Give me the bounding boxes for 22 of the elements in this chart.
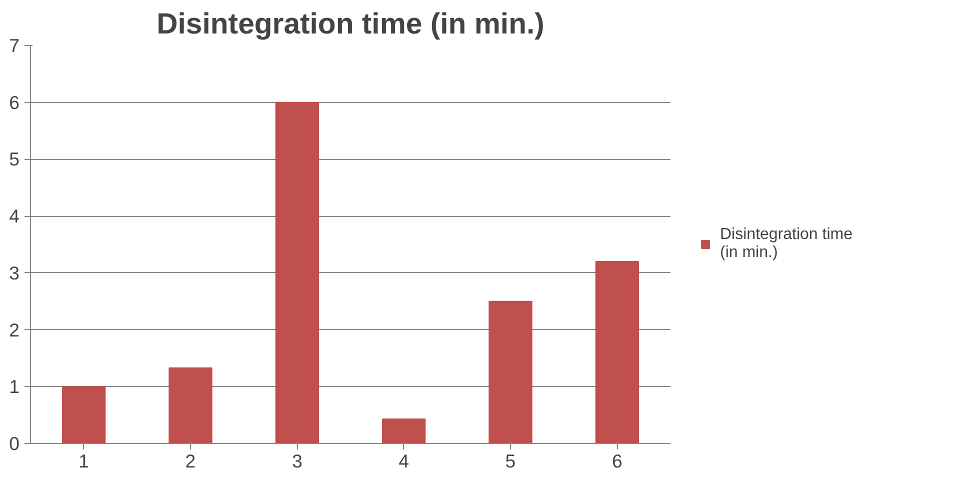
bar: [595, 261, 639, 444]
y-tick-label: 2: [9, 319, 20, 340]
bar: [488, 300, 532, 444]
bar: [168, 367, 212, 444]
chart-title: Disintegration time (in min.): [156, 8, 544, 40]
y-tick-label: 6: [9, 92, 20, 113]
y-tick-label: 4: [9, 206, 20, 227]
x-tick-label: 4: [398, 450, 410, 472]
y-tick-label: 1: [9, 376, 20, 398]
y-tick-label: 0: [9, 433, 20, 454]
x-tick-label: 5: [505, 450, 516, 472]
bar: [62, 386, 106, 444]
x-tick-label: 1: [78, 450, 90, 472]
x-tick-label: 6: [612, 450, 622, 472]
bar: [275, 102, 319, 444]
x-tick-label: 3: [292, 450, 302, 472]
y-tick-label: 3: [9, 262, 20, 284]
bar: [382, 418, 426, 444]
y-tick-label: 7: [9, 35, 20, 56]
x-tick-label: 2: [185, 450, 196, 472]
y-tick-label: 5: [9, 148, 20, 170]
legend-label: Disintegration time (in min.): [720, 226, 852, 262]
